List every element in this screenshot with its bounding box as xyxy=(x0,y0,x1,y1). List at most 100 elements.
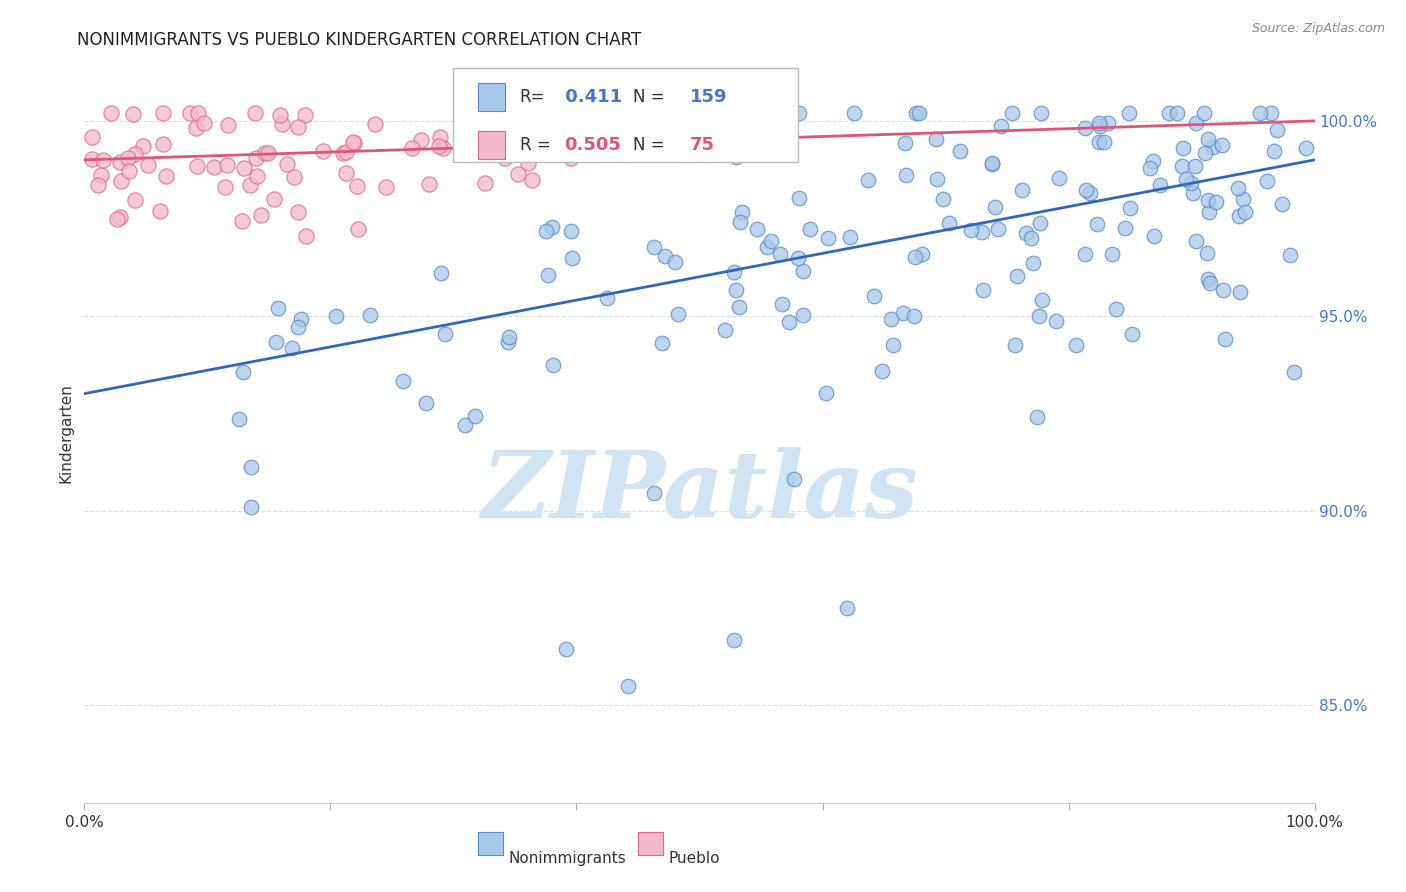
Point xyxy=(1029,216,1052,230)
Point xyxy=(1092,136,1115,150)
Point xyxy=(1088,135,1111,149)
Point xyxy=(903,309,925,323)
Point xyxy=(894,136,917,150)
Point xyxy=(1015,227,1038,241)
Point xyxy=(430,266,453,280)
Point xyxy=(522,173,544,187)
Point xyxy=(724,150,747,164)
Point xyxy=(1078,186,1101,200)
Point xyxy=(1197,246,1219,260)
Point xyxy=(727,301,749,315)
Point xyxy=(987,222,1010,236)
Bar xyxy=(478,832,503,855)
Point xyxy=(108,210,131,224)
Text: Pueblo: Pueblo xyxy=(669,851,720,866)
Point xyxy=(713,323,735,337)
Point xyxy=(1105,301,1128,316)
Point xyxy=(359,308,381,322)
Point xyxy=(152,137,174,152)
Point xyxy=(980,157,1002,171)
Point xyxy=(335,166,357,180)
Point xyxy=(105,212,128,227)
Point xyxy=(87,178,110,193)
Point xyxy=(1171,141,1194,155)
Point xyxy=(1021,256,1043,270)
Point xyxy=(1184,160,1206,174)
Point xyxy=(904,251,927,265)
Point xyxy=(938,216,960,230)
Bar xyxy=(478,83,505,112)
Point xyxy=(1271,196,1294,211)
Text: N =: N = xyxy=(633,136,665,154)
Point xyxy=(1197,193,1219,207)
Point xyxy=(643,239,665,253)
Point xyxy=(1194,106,1216,120)
Point xyxy=(894,168,917,182)
Point xyxy=(905,106,928,120)
Point xyxy=(294,108,316,122)
Point xyxy=(1142,153,1164,168)
Point xyxy=(1101,247,1123,261)
Point xyxy=(264,334,287,349)
Point xyxy=(787,191,810,205)
Point xyxy=(981,156,1004,170)
Point xyxy=(882,338,904,352)
Point xyxy=(82,130,104,145)
Point xyxy=(110,174,132,188)
Point xyxy=(673,123,696,137)
Point xyxy=(240,459,263,474)
Point xyxy=(1260,106,1282,120)
Point xyxy=(1295,141,1317,155)
Text: 75: 75 xyxy=(690,136,714,154)
Point xyxy=(643,486,665,500)
Point xyxy=(948,145,970,159)
Point xyxy=(343,136,366,150)
Point xyxy=(1085,218,1108,232)
Point xyxy=(723,265,745,279)
Point xyxy=(839,230,862,244)
Point xyxy=(1074,247,1097,261)
Point xyxy=(90,168,112,182)
Point xyxy=(1045,314,1067,328)
Point xyxy=(233,161,256,175)
Point xyxy=(786,251,808,265)
Point xyxy=(792,264,814,278)
Point xyxy=(761,234,783,248)
Point xyxy=(799,222,821,236)
Point xyxy=(1249,106,1271,120)
Point xyxy=(1232,192,1254,206)
Point xyxy=(1087,116,1109,130)
Point xyxy=(723,632,745,647)
Point xyxy=(239,178,262,193)
Point xyxy=(1047,170,1070,185)
Point xyxy=(312,145,335,159)
Point xyxy=(1202,140,1225,154)
Point xyxy=(787,106,810,120)
Point xyxy=(1185,116,1208,130)
Point xyxy=(972,283,994,297)
Point xyxy=(290,312,312,326)
Point xyxy=(596,291,619,305)
Point xyxy=(498,334,520,349)
Point xyxy=(1226,181,1249,195)
Point xyxy=(1205,195,1227,210)
Point xyxy=(202,160,225,174)
Text: 0.505: 0.505 xyxy=(564,136,621,154)
Point xyxy=(560,224,582,238)
Point xyxy=(541,358,564,372)
Point xyxy=(474,177,496,191)
Point xyxy=(932,192,955,206)
Point xyxy=(560,151,582,165)
Text: 0.411: 0.411 xyxy=(560,88,623,106)
Point xyxy=(651,336,673,351)
Point xyxy=(835,600,858,615)
Point xyxy=(1114,221,1136,235)
Point xyxy=(100,106,122,120)
Point xyxy=(231,214,253,228)
Point xyxy=(1149,178,1171,193)
Point xyxy=(1227,209,1250,223)
Point xyxy=(891,306,914,320)
Point xyxy=(664,255,686,269)
Point xyxy=(817,231,839,245)
Point xyxy=(1074,120,1097,135)
